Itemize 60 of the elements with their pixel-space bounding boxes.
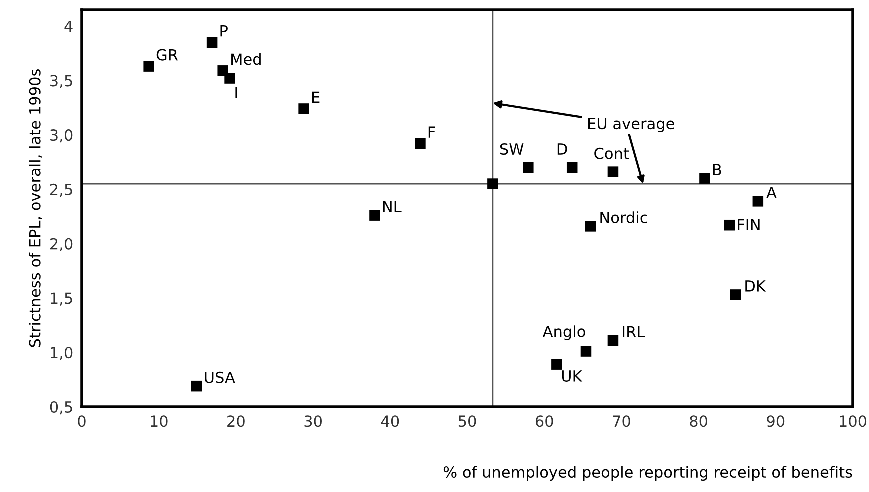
data-label: D [558, 144, 568, 155]
data-label: I [236, 87, 238, 98]
y-tick-label: 1,5 [51, 292, 72, 306]
data-label: A [766, 187, 777, 198]
data-label: FIN [738, 219, 760, 231]
point [580, 346, 592, 357]
point [144, 61, 154, 72]
x-tick-label: 90 [767, 416, 785, 428]
data-label: Nordic [600, 212, 648, 224]
point [298, 104, 310, 114]
x-tick-label: 100 [840, 416, 867, 428]
x-tick-label: 30 [304, 416, 322, 428]
data-label: Anglo [542, 326, 586, 340]
x-tick-label: 50 [458, 416, 476, 428]
x-tick-label: 80 [690, 416, 708, 428]
point [370, 210, 380, 221]
point [192, 380, 202, 392]
data-label: SW [500, 143, 524, 156]
point [566, 162, 578, 174]
data-label: Cont [594, 148, 630, 160]
y-tick-label: 1,0 [51, 347, 73, 360]
point [585, 221, 596, 232]
point [608, 335, 619, 346]
data-label: IRL [623, 326, 646, 338]
y-tick-label: 2,5 [50, 184, 72, 198]
point [206, 37, 218, 48]
point [552, 359, 562, 370]
y-tick-label: 3,0 [50, 130, 73, 143]
data-label: P [220, 26, 228, 37]
data-label: B [713, 164, 722, 176]
point [415, 138, 426, 150]
x-tick-label: 20 [228, 416, 245, 428]
y-tick-label: 4 [64, 20, 73, 32]
point [488, 178, 498, 190]
point [730, 290, 742, 300]
x-tick-label: 40 [381, 416, 400, 428]
ref-line-label: EU average [588, 118, 674, 133]
data-label: NL [383, 201, 402, 212]
point [523, 162, 534, 174]
point [752, 196, 764, 207]
data-label: UK [562, 370, 583, 382]
data-label: E [312, 92, 320, 104]
y-tick-label: 2,0 [50, 238, 73, 252]
point [224, 73, 236, 84]
x-tick-label: 10 [151, 416, 168, 428]
data-label: DK [746, 280, 766, 292]
data-label: Med [232, 53, 261, 66]
point [700, 173, 710, 184]
data-label: GR [156, 49, 178, 61]
point [724, 220, 736, 231]
data-label: USA [205, 372, 236, 384]
x-tick-label: 70 [613, 416, 630, 428]
y-tick-label: 3,5 [50, 75, 72, 88]
point [608, 166, 619, 178]
y-tick-label: 0,5 [50, 401, 72, 415]
x-tick-label: 0 [78, 416, 86, 428]
x-tick-label: 60 [536, 416, 554, 428]
data-label: F [428, 126, 436, 138]
y-axis-title: Strictness of EPL, overall, late 1990s [29, 70, 42, 348]
x-axis-title: % of unemployed people reporting receipt of benefits [444, 466, 852, 482]
